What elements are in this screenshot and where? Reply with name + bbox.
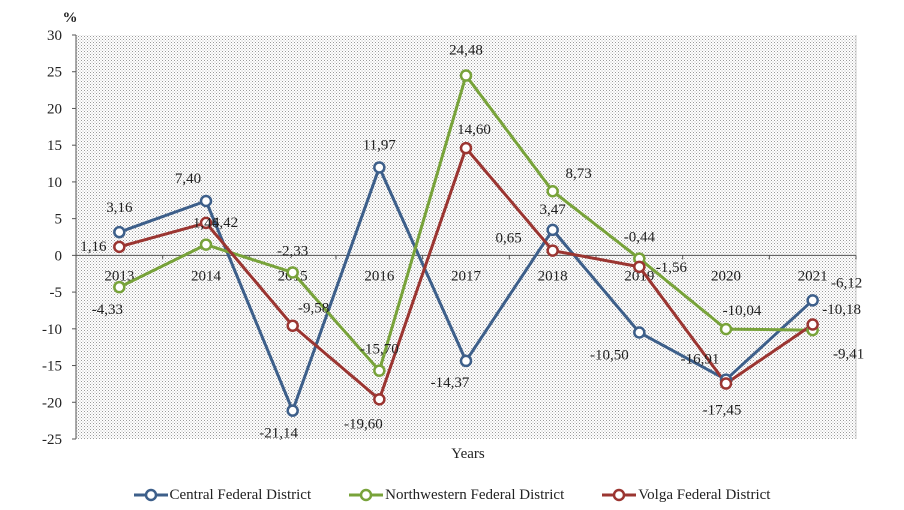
data-label: -9,58 <box>298 301 329 317</box>
legend-label-central: Central Federal District <box>169 486 312 503</box>
data-point[interactable] <box>546 244 559 257</box>
data-point[interactable] <box>286 266 299 279</box>
y-tick-label: -20 <box>42 395 62 411</box>
legend-label-northwestern: Northwestern Federal District <box>385 486 565 503</box>
data-label: -1,56 <box>656 260 688 276</box>
legend-label-volga: Volga Federal District <box>638 486 771 503</box>
y-tick-label: 0 <box>55 248 63 264</box>
y-tick-label: -25 <box>42 432 62 448</box>
legend-item-volga[interactable]: Volga Federal District <box>602 482 770 508</box>
data-label: -17,45 <box>703 403 742 419</box>
legend-item-northwestern[interactable]: Northwestern Federal District <box>349 482 564 508</box>
x-tick-label: 2013 <box>104 268 134 284</box>
x-tick-label: 2018 <box>538 268 568 284</box>
legend-line-marker-icon <box>602 488 637 502</box>
y-tick-label: -15 <box>42 359 62 375</box>
data-point[interactable] <box>286 319 299 332</box>
y-tick-label: 25 <box>47 65 62 81</box>
data-point[interactable] <box>806 318 819 331</box>
data-label: -9,41 <box>833 346 864 362</box>
data-point[interactable] <box>286 404 299 417</box>
y-tick-label: 15 <box>47 138 62 154</box>
data-label: -10,04 <box>723 303 762 319</box>
data-label: 11,97 <box>363 137 397 153</box>
data-point[interactable] <box>373 393 386 406</box>
data-label: 0,65 <box>496 231 522 247</box>
data-label: -10,18 <box>822 302 861 318</box>
data-point[interactable] <box>199 216 213 230</box>
x-axis-label: Years <box>451 446 485 462</box>
y-tick-label: 5 <box>55 212 63 228</box>
data-point[interactable] <box>459 69 473 82</box>
data-label: -4,33 <box>92 302 123 318</box>
y-tick-label: 10 <box>47 175 62 191</box>
data-label: -21,14 <box>259 426 298 442</box>
data-label: 14,60 <box>457 122 491 138</box>
data-label: 1,46 <box>193 216 220 232</box>
data-point[interactable] <box>373 364 386 377</box>
legend: Central Federal District Northwestern Fe… <box>0 482 904 508</box>
data-point[interactable] <box>546 184 559 198</box>
x-tick-label: 2019 <box>624 268 654 284</box>
plot-area <box>76 35 856 439</box>
x-tick-label: 2021 <box>798 268 828 284</box>
data-label: -15,70 <box>360 342 399 358</box>
y-tick-label: 20 <box>47 101 62 117</box>
data-label: -6,12 <box>831 275 862 291</box>
data-label: 8,73 <box>566 166 592 182</box>
data-label: 3,47 <box>540 202 567 218</box>
y-tick-label: 30 <box>47 28 62 44</box>
y-tick-label: -5 <box>50 285 63 301</box>
data-label: 7,40 <box>175 171 201 187</box>
legend-line-marker-icon <box>349 488 384 502</box>
data-label: 4,42 <box>212 215 238 231</box>
data-point[interactable] <box>459 354 473 368</box>
data-label: -14,37 <box>431 375 470 391</box>
data-label: -10,50 <box>590 347 629 363</box>
x-tick-label: 2020 <box>711 268 741 284</box>
y-tick-label: -10 <box>42 322 62 338</box>
data-label: -16,91 <box>681 352 720 368</box>
legend-line-marker-icon <box>133 488 168 502</box>
data-point[interactable] <box>199 194 213 208</box>
data-label: -2,33 <box>277 243 308 259</box>
data-label: 24,48 <box>449 43 483 59</box>
x-tick-label: 2016 <box>364 268 395 284</box>
data-point[interactable] <box>806 294 819 307</box>
x-tick-label: 2017 <box>451 268 482 284</box>
data-point[interactable] <box>113 280 126 294</box>
data-point[interactable] <box>373 161 386 174</box>
legend-item-central[interactable]: Central Federal District <box>133 482 312 508</box>
data-point[interactable] <box>719 322 733 336</box>
data-point[interactable] <box>113 225 126 239</box>
data-label: -19,60 <box>344 416 383 432</box>
data-point[interactable] <box>719 377 733 390</box>
data-point[interactable] <box>113 240 126 254</box>
data-label: 3,16 <box>106 200 133 216</box>
data-point[interactable] <box>459 141 473 155</box>
data-point[interactable] <box>546 223 559 237</box>
data-point[interactable] <box>633 260 646 274</box>
y-axis-label: % <box>63 10 78 26</box>
data-label: 1,16 <box>80 239 107 255</box>
data-point[interactable] <box>199 238 213 251</box>
data-label: -0,44 <box>624 230 656 246</box>
x-tick-label: 2014 <box>191 268 222 284</box>
data-point[interactable] <box>633 326 646 339</box>
